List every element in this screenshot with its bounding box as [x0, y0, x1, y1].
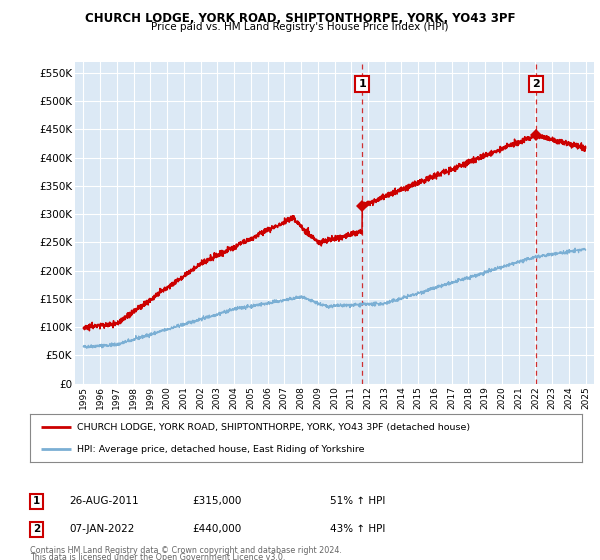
Text: CHURCH LODGE, YORK ROAD, SHIPTONTHORPE, YORK, YO43 3PF (detached house): CHURCH LODGE, YORK ROAD, SHIPTONTHORPE, …: [77, 423, 470, 432]
Text: This data is licensed under the Open Government Licence v3.0.: This data is licensed under the Open Gov…: [30, 553, 286, 560]
Text: CHURCH LODGE, YORK ROAD, SHIPTONTHORPE, YORK, YO43 3PF: CHURCH LODGE, YORK ROAD, SHIPTONTHORPE, …: [85, 12, 515, 25]
Text: 1: 1: [358, 79, 366, 89]
Text: £315,000: £315,000: [192, 496, 241, 506]
Text: 43% ↑ HPI: 43% ↑ HPI: [330, 524, 385, 534]
Text: 26-AUG-2011: 26-AUG-2011: [69, 496, 139, 506]
Text: £440,000: £440,000: [192, 524, 241, 534]
Text: Price paid vs. HM Land Registry's House Price Index (HPI): Price paid vs. HM Land Registry's House …: [151, 22, 449, 32]
Text: 51% ↑ HPI: 51% ↑ HPI: [330, 496, 385, 506]
Text: 2: 2: [532, 79, 540, 89]
Text: 2: 2: [33, 524, 40, 534]
Text: 1: 1: [33, 496, 40, 506]
Text: 07-JAN-2022: 07-JAN-2022: [69, 524, 134, 534]
Text: HPI: Average price, detached house, East Riding of Yorkshire: HPI: Average price, detached house, East…: [77, 445, 364, 454]
Text: Contains HM Land Registry data © Crown copyright and database right 2024.: Contains HM Land Registry data © Crown c…: [30, 546, 342, 555]
